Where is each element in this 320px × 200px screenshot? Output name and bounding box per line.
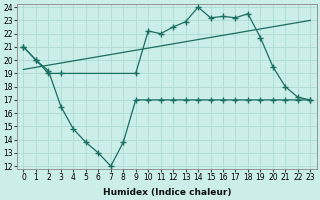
X-axis label: Humidex (Indice chaleur): Humidex (Indice chaleur): [103, 188, 231, 197]
